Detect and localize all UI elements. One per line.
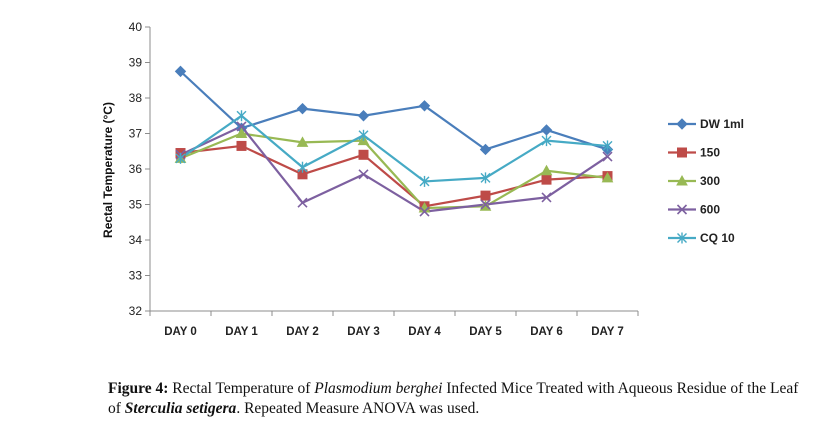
line-chart: Rectal Temperature (°C) 32 33 34 35 36 37 38 39… (101, 20, 744, 338)
data-point-cq-10 (541, 135, 552, 147)
series-line-150 (180, 144, 608, 208)
data-point-150 (480, 190, 491, 201)
y-tick-label: 35 (129, 198, 143, 212)
data-point-300 (235, 127, 248, 138)
data-point-300 (540, 164, 553, 176)
data-point-dw-1ml (418, 100, 431, 112)
y-ticks: 32 33 34 35 36 37 38 39 40 (129, 20, 150, 318)
data-point-dw-1ml (357, 110, 370, 122)
y-tick-label: 36 (129, 162, 143, 176)
y-tick-label: 40 (129, 20, 143, 34)
data-point-cq-10 (358, 129, 369, 141)
series-line-600 (180, 125, 609, 213)
marker-stroke (480, 199, 491, 210)
caption-text-2: Infected Mice Treated with Aqueous Resid… (108, 380, 799, 417)
data-point-cq-10 (297, 161, 308, 173)
y-tick-label: 38 (129, 91, 143, 105)
x-tick-label: DAY 7 (591, 326, 624, 338)
caption-text-3: . Repeated Measure ANOVA was used. (236, 400, 480, 417)
data-point-dw-1ml (540, 124, 553, 136)
caption-label: Figure 4: (108, 380, 169, 397)
data-point-600 (297, 197, 308, 208)
data-point-150 (236, 140, 247, 151)
legend-item-dw-1ml: DW 1ml (668, 117, 744, 131)
legend-marker (676, 204, 688, 215)
data-point-600 (541, 192, 552, 203)
y-axis-title: Rectal Temperature (°C) (101, 102, 115, 238)
marker-stroke (236, 121, 247, 132)
legend-item-150: 150 (668, 146, 720, 160)
data-point-dw-1ml (174, 65, 187, 78)
x-ticks: DAY 0 DAY 1 DAY 2 DAY 3 DAY 4 DAY 5 DAY 6 DAY 7 (149, 311, 639, 338)
legend: DW 1ml 150 300 600 CQ 10 (668, 117, 744, 245)
series-line-cq-10 (179, 114, 608, 183)
data-point-300 (601, 171, 614, 183)
data-point-dw-1ml (296, 102, 309, 115)
data-point-600 (419, 206, 430, 217)
data-point-cq-10 (480, 172, 491, 184)
data-point-600 (602, 151, 613, 162)
x-tick-label: DAY 6 (530, 326, 563, 338)
legend-item-cq-10: CQ 10 (668, 231, 735, 245)
data-point-600 (480, 199, 491, 210)
legend-marker (676, 118, 688, 130)
legend-label: DW 1ml (700, 117, 744, 131)
marker-stroke (419, 206, 430, 217)
caption-species-2: Sterculia setigera (124, 400, 237, 417)
legend-marker (677, 232, 687, 244)
data-point-300 (296, 136, 309, 147)
figure-caption: Figure 4: Rectal Temperature of Plasmodi… (108, 379, 808, 419)
axes (149, 27, 638, 312)
series-line-300 (180, 132, 608, 210)
caption-text-1: Rectal Temperature of (168, 380, 315, 397)
legend-marker (676, 174, 688, 186)
legend-label: 600 (700, 203, 720, 217)
marker-stroke (602, 151, 613, 162)
data-point-cq-10 (175, 152, 186, 164)
x-tick-label: DAY 5 (469, 326, 502, 338)
marker-stroke (297, 197, 308, 208)
data-point-cq-10 (602, 140, 613, 152)
caption-species-1: Plasmodium berghei (314, 380, 443, 397)
legend-item-300: 300 (668, 174, 720, 188)
y-tick-label: 39 (129, 56, 143, 70)
data-point-dw-1ml (479, 143, 492, 156)
x-tick-label: DAY 0 (164, 326, 197, 338)
legend-label: CQ 10 (700, 231, 735, 245)
data-point-cq-10 (236, 110, 247, 122)
y-axis-label: Rectal Temperature (°C) (101, 102, 115, 238)
x-tick-label: DAY 3 (347, 326, 380, 338)
y-tick-label: 34 (129, 233, 143, 247)
legend-label: 300 (700, 174, 720, 188)
y-tick-label: 32 (129, 304, 143, 318)
legend-item-600: 600 (668, 203, 720, 217)
series-lines (179, 70, 609, 213)
marker-stroke (541, 192, 552, 203)
marker-stroke (676, 204, 688, 215)
marker-stroke (358, 169, 369, 180)
x-tick-label: DAY 1 (225, 326, 258, 338)
data-point-150 (358, 149, 369, 160)
y-tick-label: 37 (129, 127, 143, 141)
x-tick-label: DAY 2 (286, 326, 319, 338)
legend-marker (677, 147, 687, 158)
data-point-150 (541, 174, 552, 185)
x-tick-label: DAY 4 (408, 326, 441, 338)
legend-label: 150 (700, 146, 720, 160)
data-point-cq-10 (419, 175, 430, 187)
y-tick-label: 33 (129, 269, 143, 283)
data-point-600 (358, 169, 369, 180)
series-markers (174, 65, 614, 217)
data-point-600 (236, 121, 247, 132)
